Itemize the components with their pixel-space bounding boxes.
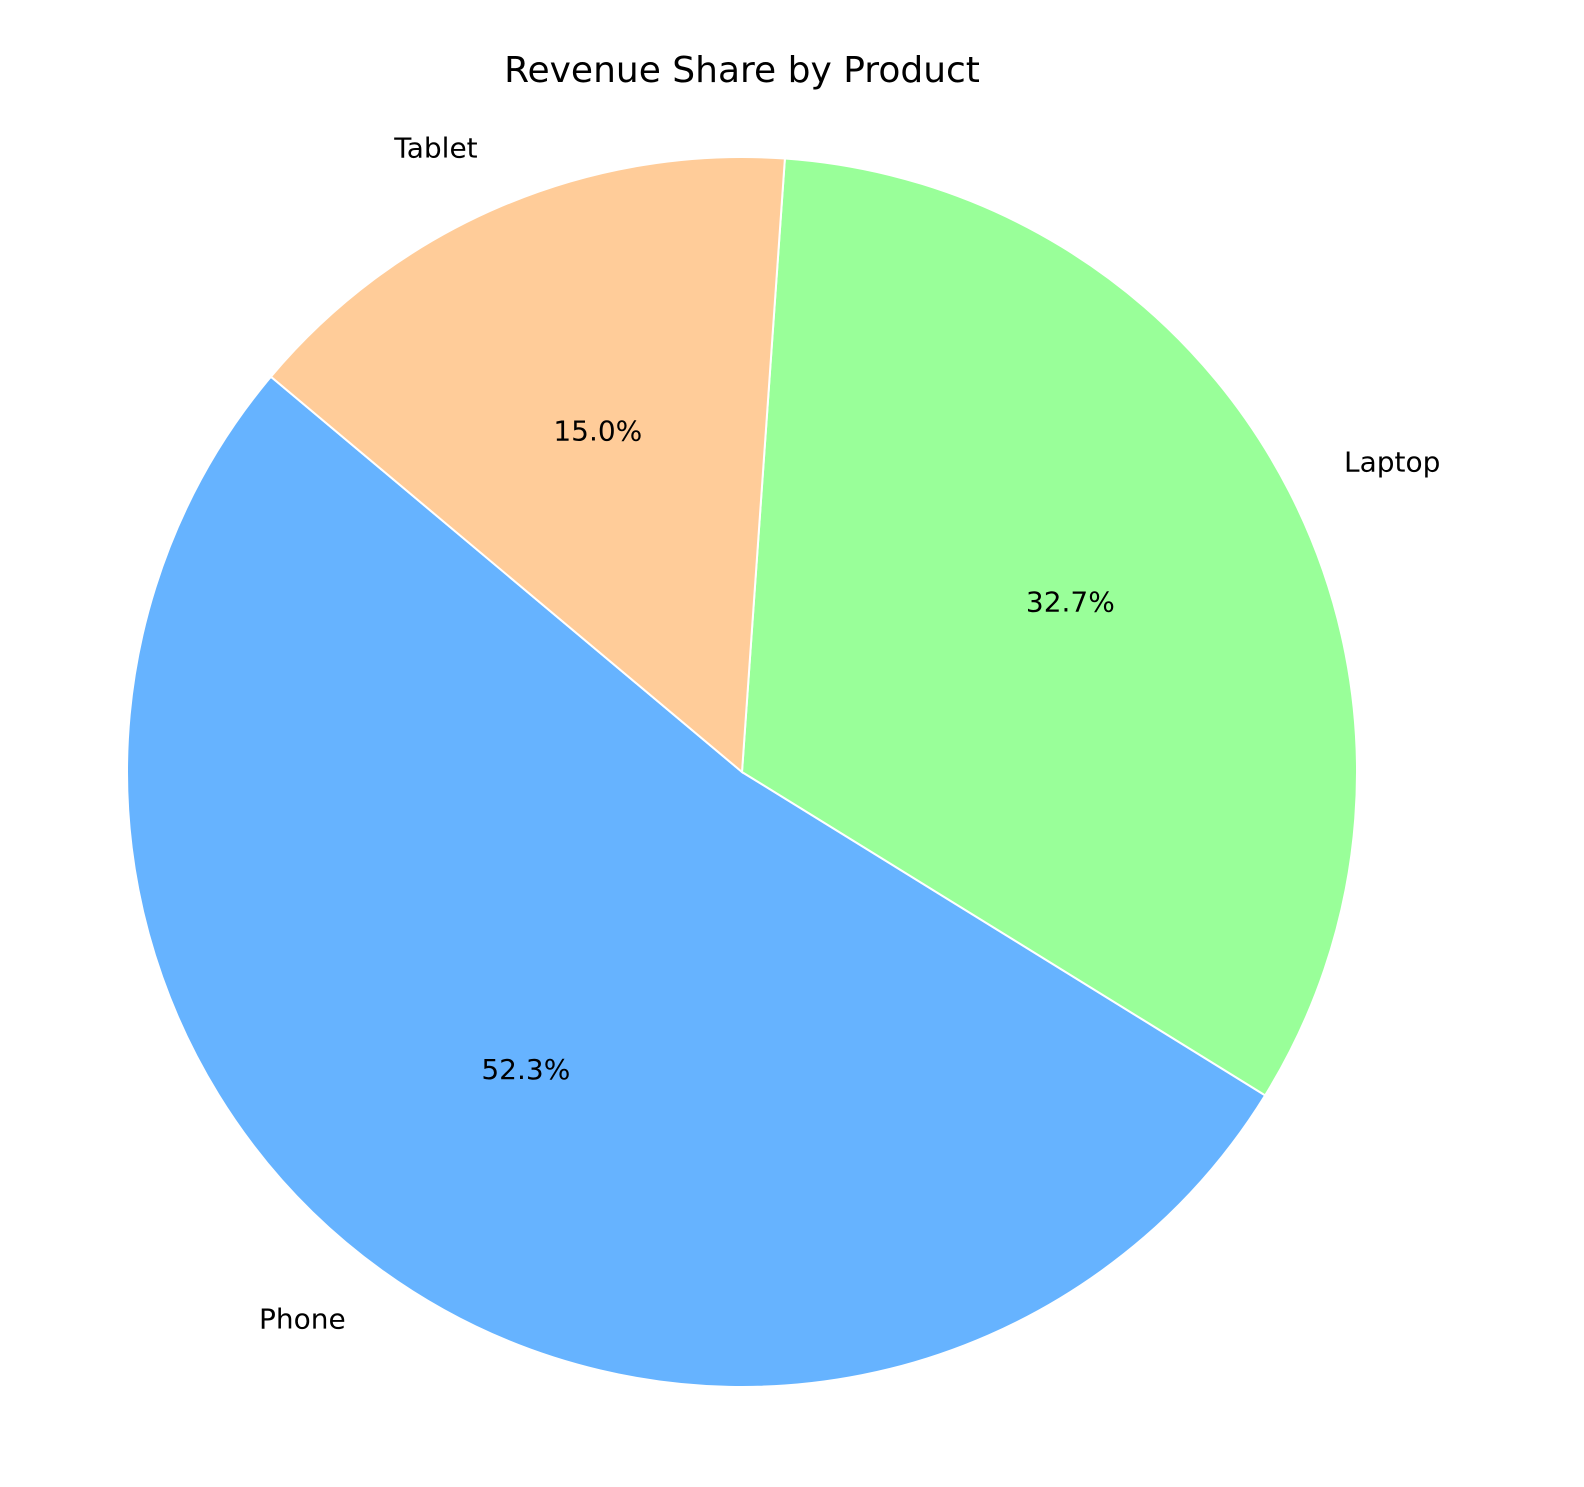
- pie-slice-phone: [126, 375, 1267, 1388]
- pie-slice-laptop: [740, 157, 1358, 1097]
- slice-label-laptop: Laptop: [1344, 445, 1440, 478]
- pie-labels: Phone 52.3% Laptop 32.7% Tablet 15.0%: [259, 131, 1440, 1335]
- slice-percent-tablet: 15.0%: [553, 414, 642, 447]
- slice-label-phone: Phone: [259, 1302, 346, 1335]
- slice-label-tablet: Tablet: [393, 131, 477, 164]
- slice-percent-laptop: 32.7%: [1026, 586, 1115, 619]
- chart-title: Revenue Share by Product: [504, 50, 980, 91]
- pie-slices: [126, 156, 1358, 1388]
- slice-percent-phone: 52.3%: [481, 1053, 570, 1086]
- pie-slice-tablet: [269, 156, 786, 775]
